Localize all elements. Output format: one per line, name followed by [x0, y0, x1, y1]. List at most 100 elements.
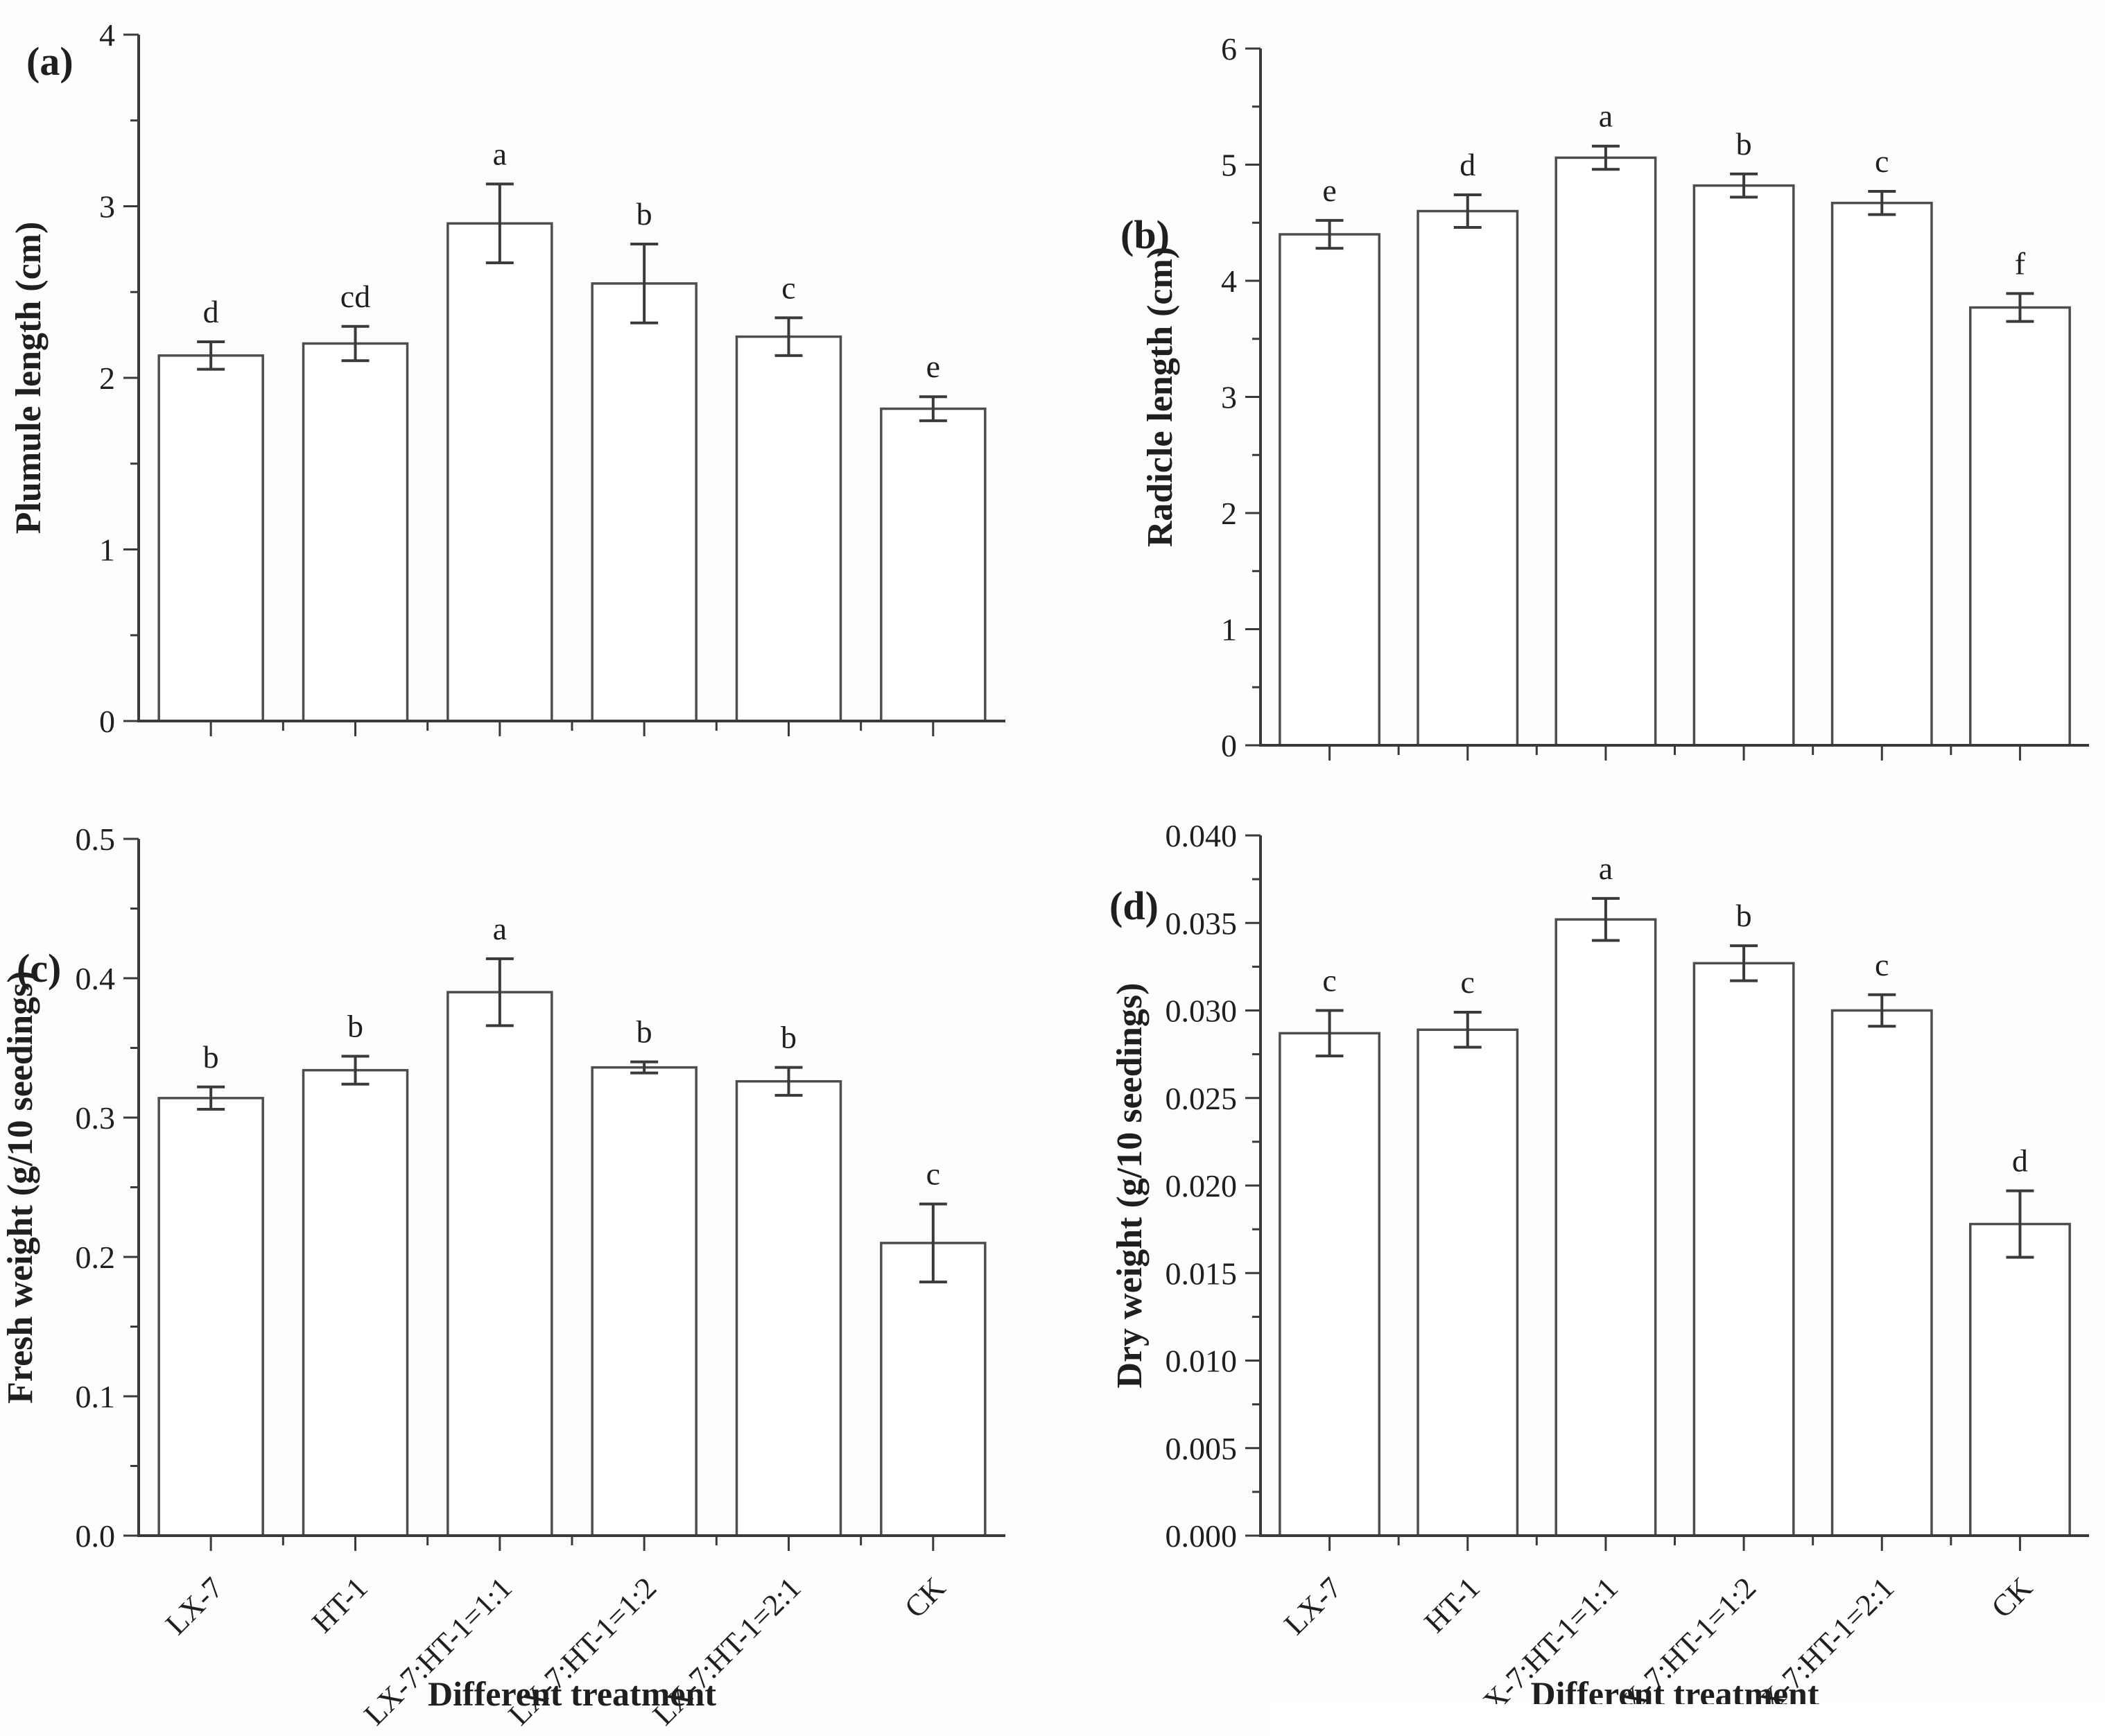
y-tick-label: 2: [1221, 496, 1237, 531]
y-tick-label: 0.030: [1166, 993, 1238, 1029]
x-tick-label-HT-1: HT-1: [1418, 1570, 1487, 1639]
sig-letter-LX-7:HT-1=1:2: b: [1736, 126, 1752, 162]
x-tick-label-CK: CK: [1985, 1570, 2039, 1624]
bar-LX-7:HT-1=2:1: [1830, 1009, 1933, 1537]
y-tick-label: 0: [1221, 728, 1237, 763]
sig-letter-LX-7: d: [203, 294, 219, 329]
error-bar-LX-7:HT-1=1:2: [630, 242, 659, 324]
y-axis-title: Radicle length (cm): [1141, 247, 1180, 547]
error-bar-LX-7:HT-1=2:1: [774, 316, 803, 357]
sig-letter-LX-7: e: [1322, 173, 1336, 208]
bar-CK: [1968, 306, 2071, 747]
error-bar-LX-7:HT-1=1:1: [485, 182, 514, 265]
sig-letter-LX-7:HT-1=1:1: a: [1599, 98, 1613, 134]
y-tick-label: 0.020: [1166, 1168, 1238, 1204]
sig-letter-LX-7:HT-1=1:2: b: [1736, 898, 1752, 933]
panel-c: b b a b b c 0.0 0.1 0.2 0.3 0.4 0.5 Fresh weight (g/…: [1, 822, 1005, 1732]
scan-artifact: [1269, 1704, 2105, 1736]
bar-CK: [1968, 1222, 2071, 1537]
sig-letter-LX-7:HT-1=1:2: b: [636, 1014, 652, 1050]
x-tick-label-LX-7: LX-7: [1278, 1570, 1349, 1641]
x-tick-label-HT-1: HT-1: [305, 1570, 374, 1639]
bar-LX-7:HT-1=2:1: [735, 1079, 842, 1537]
y-tick-label: 0.4: [76, 961, 116, 996]
y-tick-label: 4: [99, 17, 115, 53]
bar-HT-1: [302, 1068, 409, 1537]
bar-LX-7: [1279, 1032, 1381, 1537]
bar-LX-7: [157, 354, 264, 722]
y-tick-label: 4: [1221, 263, 1237, 299]
bar-LX-7: [157, 1097, 264, 1537]
bar-LX-7:HT-1=1:2: [591, 1066, 698, 1537]
y-tick-label: 0.040: [1166, 818, 1238, 853]
sig-letter-CK: f: [2015, 245, 2026, 281]
y-tick-label: 0.010: [1166, 1344, 1238, 1379]
bar-LX-7:HT-1=1:2: [1692, 184, 1795, 747]
bar-LX-7:HT-1=1:1: [1554, 156, 1657, 747]
sig-letter-LX-7:HT-1=1:1: a: [493, 911, 507, 946]
error-bar-CK: [919, 1202, 947, 1284]
panel-a: d cd a b c e 0 1 2 3 4 Plumule length (cm) (a): [9, 17, 1005, 739]
error-bar-HT-1: [1453, 193, 1482, 229]
sig-letter-LX-7:HT-1=2:1: c: [781, 270, 795, 305]
bar-LX-7:HT-1=1:1: [447, 991, 553, 1537]
axis-lines: [137, 35, 1005, 722]
axis-lines: [137, 839, 1005, 1537]
sig-letter-LX-7:HT-1=2:1: c: [1875, 144, 1889, 179]
y-axis-title: Fresh weight (g/10 seedings): [1, 971, 40, 1403]
sig-letter-CK: d: [2012, 1143, 2028, 1179]
panel-letter: (a): [26, 39, 73, 84]
sig-letter-LX-7: b: [203, 1039, 219, 1075]
bar-LX-7:HT-1=1:2: [591, 282, 698, 722]
y-tick-label: 0.5: [76, 822, 116, 857]
y-axis-title: Plumule length (cm): [9, 222, 49, 535]
y-tick-label: 0: [99, 704, 115, 739]
error-bar-LX-7:HT-1=2:1: [774, 1066, 803, 1097]
error-bar-LX-7:HT-1=1:1: [1591, 144, 1620, 171]
error-bar-LX-7:HT-1=1:2: [1730, 944, 1758, 982]
bar-LX-7: [1279, 233, 1381, 747]
panel-letter: (d): [1109, 883, 1159, 928]
error-bar-LX-7:HT-1=1:1: [1591, 896, 1620, 942]
sig-letter-LX-7:HT-1=1:1: a: [493, 136, 507, 171]
bar-LX-7:HT-1=2:1: [735, 335, 842, 722]
y-tick-label: 3: [99, 189, 115, 225]
panel-letter: (c): [17, 946, 61, 991]
x-tick-label-CK: CK: [898, 1570, 952, 1624]
sig-letter-LX-7:HT-1=2:1: b: [781, 1020, 797, 1055]
sig-letter-HT-1: b: [347, 1009, 363, 1044]
error-bar-CK: [919, 395, 947, 422]
error-bar-HT-1: [341, 1054, 370, 1086]
panel-letter: (b): [1120, 212, 1170, 257]
error-bar-HT-1: [1453, 1011, 1482, 1049]
sig-letter-LX-7:HT-1=1:2: b: [636, 196, 652, 232]
y-tick-label: 6: [1221, 31, 1237, 67]
error-bar-LX-7: [197, 1085, 225, 1111]
bar-CK: [880, 407, 987, 722]
y-tick-label: 0.3: [76, 1100, 116, 1136]
y-tick-label: 0.1: [76, 1379, 116, 1414]
sig-letter-HT-1: d: [1459, 147, 1475, 182]
axis-lines: [1259, 835, 2089, 1537]
error-bar-LX-7:HT-1=1:2: [630, 1060, 659, 1075]
bar-LX-7:HT-1=1:1: [447, 222, 553, 722]
y-tick-label: 2: [99, 361, 115, 396]
panel-b: e d a b c f 0 1 2 3 4 5 6 Radicle length (cm)(b): [1120, 31, 2089, 763]
error-bar-CK: [2006, 1189, 2034, 1259]
y-tick-label: 0.025: [1166, 1081, 1238, 1116]
bar-LX-7:HT-1=1:2: [1692, 962, 1795, 1537]
error-bar-LX-7:HT-1=2:1: [1868, 190, 1896, 216]
error-bar-LX-7:HT-1=1:2: [1730, 172, 1758, 199]
error-bar-LX-7: [1315, 1009, 1344, 1058]
sig-letter-LX-7:HT-1=1:1: a: [1599, 851, 1613, 886]
bar-LX-7:HT-1=1:1: [1554, 918, 1657, 1537]
sig-letter-LX-7:HT-1=2:1: c: [1875, 947, 1889, 982]
panel-d: c c a b c d 0.000 0.005 0.010 0.015 0.020 0.025 0.03…: [1109, 818, 2089, 1732]
y-axis-title: Dry weight (g/10 seedings): [1110, 983, 1150, 1389]
error-bar-LX-7: [197, 340, 225, 371]
error-bar-LX-7:HT-1=2:1: [1868, 993, 1896, 1028]
bar-HT-1: [1417, 1028, 1519, 1537]
y-tick-label: 0.005: [1166, 1431, 1238, 1466]
axis-lines: [1259, 49, 2089, 747]
